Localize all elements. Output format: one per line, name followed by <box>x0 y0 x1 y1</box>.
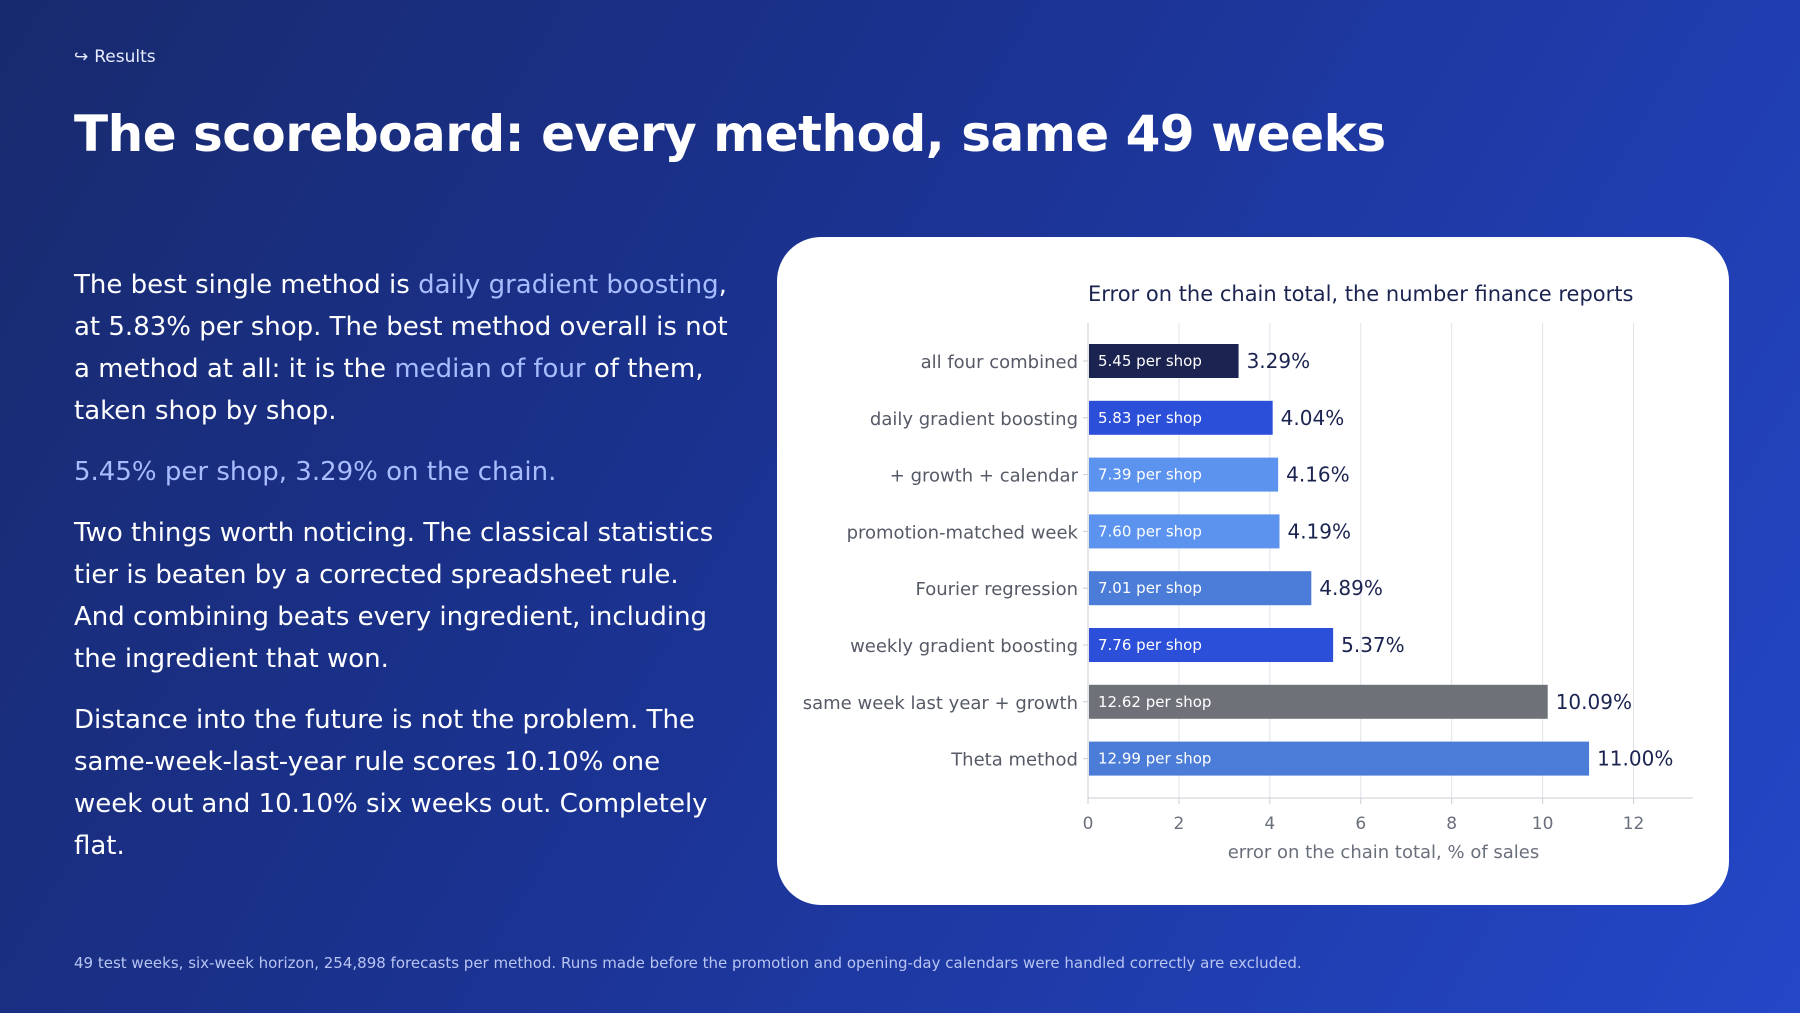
breadcrumb-label: Results <box>94 47 156 67</box>
data-label: 4.04% <box>1281 406 1345 430</box>
data-label: 4.19% <box>1287 519 1351 543</box>
bar-inner-label: 7.76 per shop <box>1098 636 1202 654</box>
data-label: 4.89% <box>1319 576 1383 600</box>
bar <box>1089 741 1590 776</box>
x-tick-label: 0 <box>1083 814 1094 834</box>
x-axis-label: error on the chain total, % of sales <box>1228 842 1540 863</box>
bar <box>1089 457 1279 492</box>
category-label: Theta method <box>950 750 1078 771</box>
data-label: 10.09% <box>1556 690 1632 714</box>
chart-title: Error on the chain total, the number fin… <box>1088 282 1633 306</box>
bar <box>1089 344 1239 378</box>
result-callout: 5.45% per shop, 3.29% on the chain. <box>74 457 557 487</box>
bar-inner-label: 7.60 per shop <box>1098 522 1202 540</box>
category-label: Fourier regression <box>916 579 1079 600</box>
bar <box>1089 571 1312 606</box>
paragraph-observations: Two things worth noticing. The classical… <box>74 518 714 674</box>
chart-card: Error on the chain total, the number fin… <box>777 237 1729 905</box>
x-tick-label: 10 <box>1532 814 1554 834</box>
paragraph-text: The best single method is <box>74 270 419 300</box>
category-label: all four combined <box>921 352 1078 373</box>
paragraph-text: , at 5.83% per shop. The best method ove… <box>74 270 728 384</box>
footnote: 49 test weeks, six-week horizon, 254,898… <box>74 954 1302 972</box>
highlight-median-of-four: median of four <box>394 354 586 384</box>
bar <box>1089 684 1548 719</box>
bar-inner-label: 7.01 per shop <box>1098 579 1202 597</box>
bar-inner-label: 12.99 per shop <box>1098 750 1211 768</box>
return-arrow-icon: ↪ <box>74 47 89 67</box>
category-label: daily gradient boosting <box>870 409 1078 430</box>
category-label: same week last year + growth <box>803 693 1078 714</box>
bar <box>1089 400 1273 435</box>
breadcrumb: ↪ Results <box>74 47 156 67</box>
bar-inner-label: 5.45 per shop <box>1098 352 1202 370</box>
bar-chart: Error on the chain total, the number fin… <box>803 282 1693 863</box>
bar-inner-label: 5.83 per shop <box>1098 409 1202 427</box>
x-tick-label: 8 <box>1446 814 1457 834</box>
page-title: The scoreboard: every method, same 49 we… <box>74 105 1386 163</box>
data-label: 4.16% <box>1286 463 1350 487</box>
x-tick-label: 4 <box>1264 814 1275 834</box>
x-tick-label: 2 <box>1174 814 1185 834</box>
category-label: weekly gradient boosting <box>850 636 1078 657</box>
highlight-daily-gradient-boosting: daily gradient boosting <box>418 270 719 300</box>
paragraph-best-method: The best single method is daily gradient… <box>74 264 734 432</box>
paragraph-horizon: Distance into the future is not the prob… <box>74 705 708 861</box>
bar-inner-label: 12.62 per shop <box>1098 693 1211 711</box>
bar <box>1089 514 1280 549</box>
x-tick-label: 6 <box>1355 814 1366 834</box>
category-label: + growth + calendar <box>890 466 1079 487</box>
data-label: 3.29% <box>1247 349 1311 373</box>
body-text: The best single method is daily gradient… <box>74 264 734 886</box>
paragraph-text: of them, taken shop by shop. <box>74 354 704 426</box>
data-label: 11.00% <box>1597 747 1673 771</box>
bar <box>1089 628 1334 662</box>
x-tick-label: 12 <box>1623 814 1645 834</box>
data-label: 5.37% <box>1341 633 1405 657</box>
category-label: promotion-matched week <box>847 522 1079 543</box>
bar-inner-label: 7.39 per shop <box>1098 466 1202 484</box>
